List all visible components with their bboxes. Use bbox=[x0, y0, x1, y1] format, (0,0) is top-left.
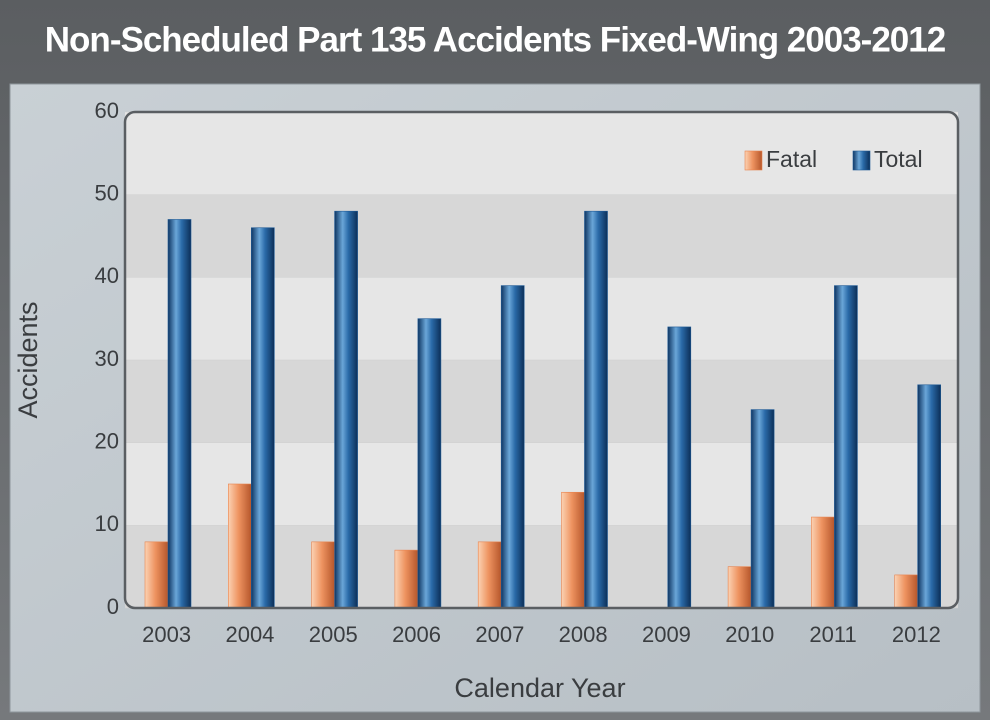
legend-swatch bbox=[744, 150, 763, 171]
x-tick-label: 2012 bbox=[892, 622, 941, 647]
bar bbox=[750, 409, 775, 609]
bar bbox=[917, 384, 942, 609]
x-axis-label: Calendar Year bbox=[454, 673, 625, 703]
bar bbox=[417, 318, 442, 609]
y-tick-label: 30 bbox=[95, 346, 119, 371]
x-tick-label: 2010 bbox=[725, 622, 774, 647]
x-tick-label: 2004 bbox=[225, 622, 274, 647]
y-tick-label: 20 bbox=[95, 428, 119, 453]
bar bbox=[311, 541, 335, 609]
bar bbox=[477, 541, 502, 609]
legend-label: Fatal bbox=[766, 146, 817, 172]
bar bbox=[894, 574, 919, 609]
y-tick-label: 0 bbox=[107, 594, 119, 619]
plot-frame bbox=[123, 110, 960, 610]
y-axis-label: Accidents bbox=[13, 301, 43, 418]
bar bbox=[500, 285, 525, 609]
bar bbox=[228, 483, 252, 609]
bar bbox=[584, 210, 608, 609]
legend-swatch bbox=[852, 150, 871, 171]
x-tick-label: 2003 bbox=[142, 622, 191, 647]
bar bbox=[144, 541, 169, 609]
bar bbox=[834, 285, 858, 609]
y-tick-label: 60 bbox=[95, 98, 119, 123]
y-tick-label: 10 bbox=[95, 511, 119, 536]
x-tick-label: 2007 bbox=[475, 622, 524, 647]
y-tick-label: 40 bbox=[95, 263, 119, 288]
x-tick-label: 2008 bbox=[559, 622, 608, 647]
grid-band bbox=[125, 277, 958, 360]
x-tick-label: 2005 bbox=[309, 622, 358, 647]
plot-area bbox=[125, 111, 958, 609]
bar bbox=[251, 227, 275, 609]
bar bbox=[667, 326, 692, 609]
grid-band bbox=[125, 194, 958, 278]
legend-label: Total bbox=[874, 146, 923, 172]
bar bbox=[561, 491, 585, 609]
grid-band bbox=[125, 360, 958, 443]
x-tick-label: 2009 bbox=[642, 622, 691, 647]
chart-title: Non-Scheduled Part 135 Accidents Fixed-W… bbox=[45, 20, 946, 59]
x-tick-label: 2006 bbox=[392, 622, 441, 647]
bar bbox=[727, 566, 752, 609]
grid-band bbox=[125, 112, 958, 195]
y-tick-label: 50 bbox=[95, 180, 119, 205]
bar bbox=[334, 210, 358, 609]
bar bbox=[167, 219, 192, 609]
bar bbox=[394, 549, 419, 609]
x-tick-label: 2011 bbox=[809, 622, 856, 647]
bar bbox=[811, 516, 835, 609]
